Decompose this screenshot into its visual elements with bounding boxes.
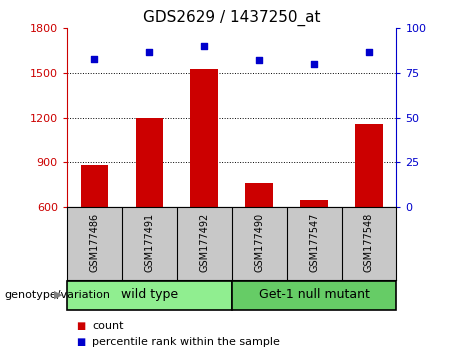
Point bbox=[365, 49, 372, 55]
Point bbox=[91, 56, 98, 62]
Bar bbox=[81, 165, 108, 207]
Text: ■: ■ bbox=[76, 337, 85, 347]
Bar bbox=[67, 281, 231, 310]
Bar bbox=[300, 200, 328, 207]
Text: ■: ■ bbox=[76, 321, 85, 331]
Text: Get-1 null mutant: Get-1 null mutant bbox=[259, 289, 370, 302]
Text: GSM177547: GSM177547 bbox=[309, 213, 319, 272]
Bar bbox=[136, 118, 163, 207]
Text: genotype/variation: genotype/variation bbox=[5, 290, 111, 300]
Text: GSM177490: GSM177490 bbox=[254, 213, 264, 272]
Title: GDS2629 / 1437250_at: GDS2629 / 1437250_at bbox=[143, 9, 320, 25]
Text: GSM177486: GSM177486 bbox=[89, 213, 99, 272]
Text: count: count bbox=[92, 321, 124, 331]
Text: wild type: wild type bbox=[121, 289, 178, 302]
Text: GSM177491: GSM177491 bbox=[144, 213, 154, 272]
Text: GSM177548: GSM177548 bbox=[364, 213, 374, 272]
Text: GSM177492: GSM177492 bbox=[199, 213, 209, 272]
Point bbox=[201, 44, 208, 49]
Bar bbox=[190, 69, 218, 207]
Text: percentile rank within the sample: percentile rank within the sample bbox=[92, 337, 280, 347]
Point bbox=[255, 58, 263, 63]
Bar bbox=[231, 281, 396, 310]
Point bbox=[310, 61, 318, 67]
Point bbox=[146, 49, 153, 55]
Bar bbox=[355, 124, 383, 207]
Text: ▶: ▶ bbox=[54, 290, 62, 300]
Bar bbox=[245, 183, 273, 207]
